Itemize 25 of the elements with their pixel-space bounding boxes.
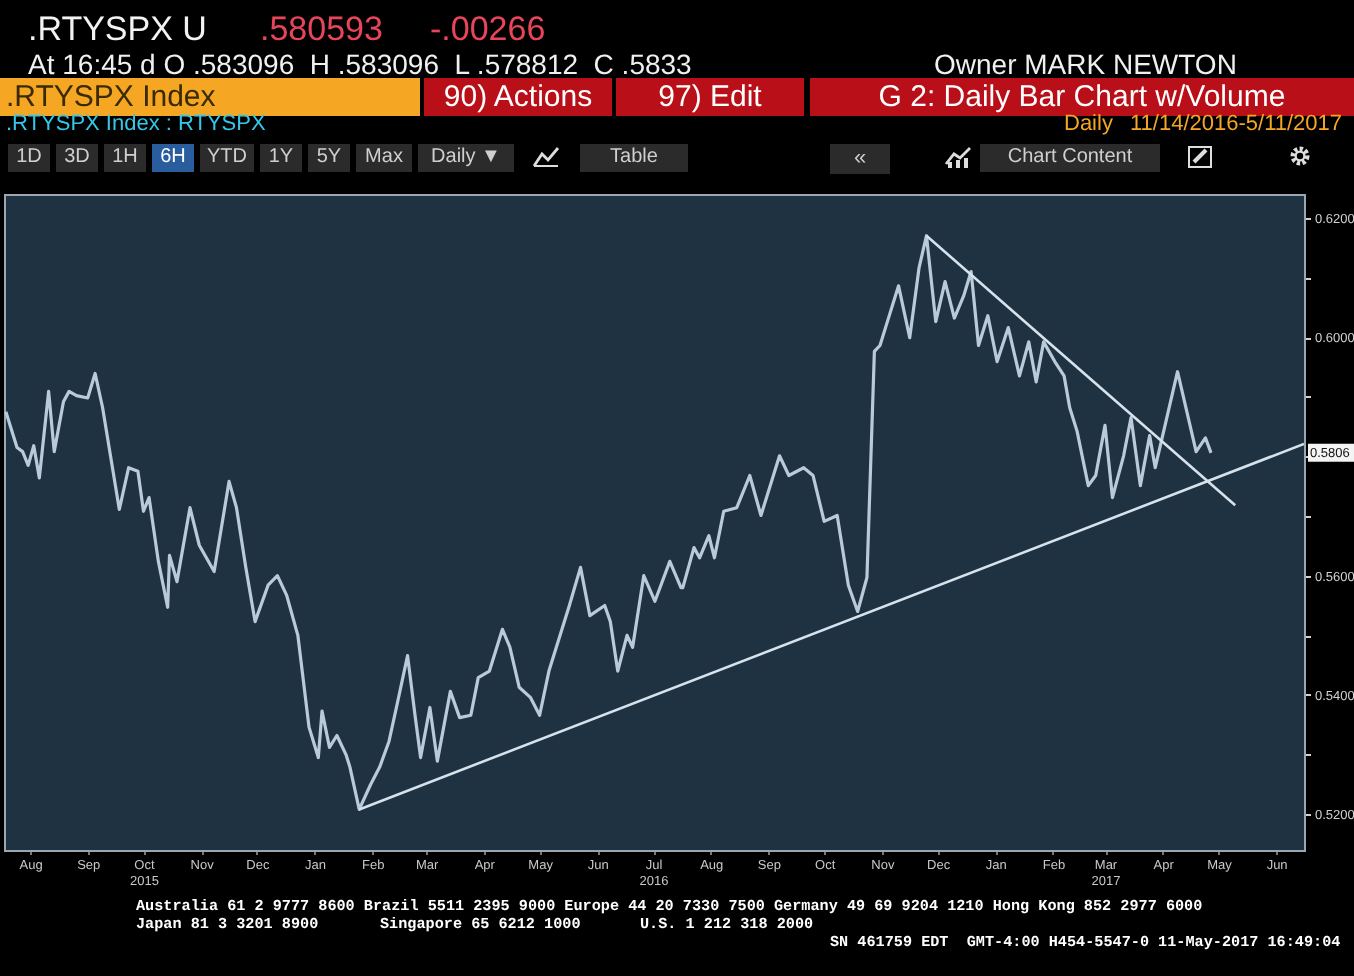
text: -.00266 bbox=[430, 10, 546, 48]
text: 1H bbox=[104, 144, 146, 172]
text: 97) Edit bbox=[616, 78, 804, 116]
text: Daily bbox=[1064, 112, 1113, 136]
text: YTD bbox=[200, 144, 254, 172]
text: 11/14/2016-5/11/2017 bbox=[1130, 112, 1343, 136]
text: .RTYSPX Index : RTYSPX bbox=[6, 112, 266, 136]
text: .RTYSPX U bbox=[28, 10, 207, 48]
text: Table bbox=[580, 144, 688, 172]
text: Max bbox=[356, 144, 412, 172]
text: 90) Actions bbox=[424, 78, 612, 116]
text: .RTYSPX Index bbox=[0, 78, 420, 116]
text: 1Y bbox=[260, 144, 302, 172]
text: 1D bbox=[8, 144, 50, 172]
text: 3D bbox=[56, 144, 98, 172]
text: 5Y bbox=[308, 144, 350, 172]
text: Chart Content bbox=[980, 144, 1160, 172]
text: « bbox=[830, 144, 890, 174]
text: 6H bbox=[152, 144, 194, 172]
text: Owner MARK NEWTON bbox=[934, 48, 1237, 80]
text: .580593 bbox=[260, 10, 383, 48]
text: Daily ▼ bbox=[418, 144, 514, 172]
line-series bbox=[4, 234, 1213, 812]
text: G 2: Daily Bar Chart w/Volume bbox=[810, 78, 1354, 116]
text: At 16:45 d O .583096 H .583096 L .578812 C .5833 bbox=[28, 48, 692, 80]
